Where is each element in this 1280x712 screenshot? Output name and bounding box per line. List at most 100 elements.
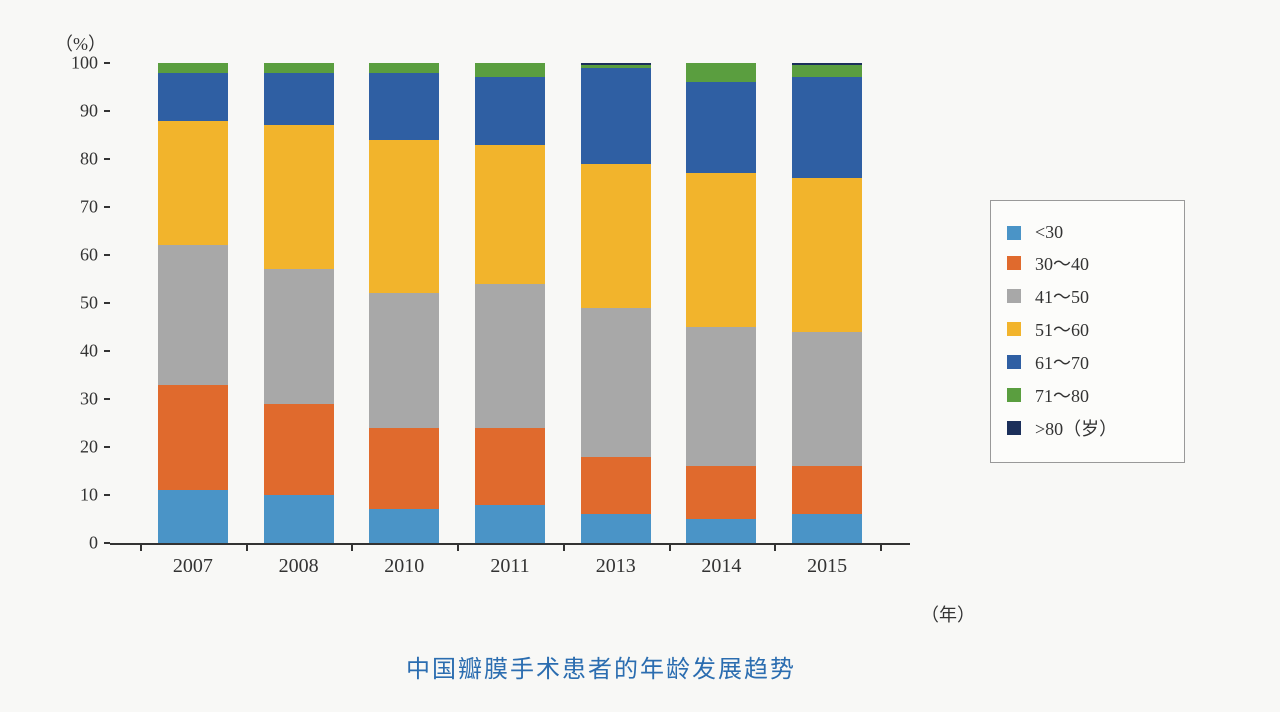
bar-segment-lt30 xyxy=(686,519,756,543)
bar-segment-41_50 xyxy=(369,293,439,427)
bar-group xyxy=(158,63,228,543)
bar-segment-71_80 xyxy=(581,65,651,67)
legend: <30 30～40 41～50 51～60 61～70 71～80 >80（岁） xyxy=(990,200,1185,463)
x-tick-label: 2007 xyxy=(173,555,213,578)
legend-label: 61～70 xyxy=(1035,349,1089,375)
chart-caption: 中国瓣膜手术患者的年龄发展趋势 xyxy=(406,649,796,684)
legend-item: 71～80 xyxy=(1007,382,1168,408)
bar-segment-lt30 xyxy=(158,490,228,543)
y-tick-mark xyxy=(104,158,110,160)
bar-segment-lt30 xyxy=(264,495,334,543)
legend-swatch xyxy=(1007,388,1021,402)
bar-group xyxy=(475,63,545,543)
bar-segment-gt80 xyxy=(792,63,862,65)
legend-label: >80（岁） xyxy=(1035,415,1117,441)
bar-segment-61_70 xyxy=(792,77,862,178)
legend-label: 51～60 xyxy=(1035,316,1089,342)
bar-segment-30_40 xyxy=(264,404,334,495)
x-tick-label: 2015 xyxy=(807,555,847,578)
bar-segment-gt80 xyxy=(581,63,651,65)
x-tick-mark xyxy=(774,543,776,551)
x-tick-mark xyxy=(351,543,353,551)
bar-segment-41_50 xyxy=(264,269,334,403)
bar-segment-lt30 xyxy=(581,514,651,543)
bar-segment-41_50 xyxy=(792,332,862,466)
bar-segment-51_60 xyxy=(475,145,545,284)
bar-segment-lt30 xyxy=(369,509,439,543)
legend-swatch xyxy=(1007,289,1021,303)
bar-segment-lt30 xyxy=(792,514,862,543)
bar-segment-30_40 xyxy=(686,466,756,519)
bar-segment-61_70 xyxy=(475,77,545,144)
y-tick-mark xyxy=(104,254,110,256)
bar-segment-71_80 xyxy=(686,63,756,82)
x-tick-label: 2014 xyxy=(701,555,741,578)
bar-segment-71_80 xyxy=(475,63,545,77)
bar-segment-71_80 xyxy=(369,63,439,73)
bar-group xyxy=(686,63,756,543)
x-tick-mark xyxy=(246,543,248,551)
x-tick-mark xyxy=(140,543,142,551)
bar-segment-41_50 xyxy=(475,284,545,428)
y-tick-mark xyxy=(104,62,110,64)
x-tick-mark xyxy=(880,543,882,551)
y-tick-mark xyxy=(104,446,110,448)
x-tick-label: 2008 xyxy=(279,555,319,578)
y-tick-mark xyxy=(104,206,110,208)
legend-item: <30 xyxy=(1007,222,1168,243)
bar-segment-61_70 xyxy=(581,68,651,164)
legend-swatch xyxy=(1007,322,1021,336)
bar-segment-lt30 xyxy=(475,505,545,543)
legend-label: <30 xyxy=(1035,222,1063,243)
bar-segment-41_50 xyxy=(686,327,756,466)
legend-swatch xyxy=(1007,421,1021,435)
bar-segment-41_50 xyxy=(158,245,228,384)
bar-segment-30_40 xyxy=(475,428,545,505)
bar-segment-30_40 xyxy=(581,457,651,515)
legend-item: >80（岁） xyxy=(1007,415,1168,441)
legend-item: 41～50 xyxy=(1007,283,1168,309)
legend-label: 30～40 xyxy=(1035,250,1089,276)
bar-group xyxy=(369,63,439,543)
y-tick-mark xyxy=(104,302,110,304)
legend-label: 41～50 xyxy=(1035,283,1089,309)
legend-swatch xyxy=(1007,226,1021,240)
x-axis-label: （年） xyxy=(921,601,975,627)
legend-item: 51～60 xyxy=(1007,316,1168,342)
bar-segment-71_80 xyxy=(158,63,228,73)
legend-label: 71～80 xyxy=(1035,382,1089,408)
legend-item: 61～70 xyxy=(1007,349,1168,375)
legend-item: 30～40 xyxy=(1007,250,1168,276)
bar-segment-61_70 xyxy=(158,73,228,121)
bar-segment-51_60 xyxy=(686,173,756,327)
x-tick-mark xyxy=(457,543,459,551)
bar-segment-61_70 xyxy=(264,73,334,126)
bar-segment-51_60 xyxy=(792,178,862,332)
bar-segment-30_40 xyxy=(792,466,862,514)
y-tick-mark xyxy=(104,350,110,352)
bar-segment-41_50 xyxy=(581,308,651,457)
bar-segment-30_40 xyxy=(158,385,228,491)
y-tick-mark xyxy=(104,542,110,544)
y-tick-mark xyxy=(104,494,110,496)
x-tick-label: 2010 xyxy=(384,555,424,578)
bar-segment-30_40 xyxy=(369,428,439,510)
bar-group xyxy=(264,63,334,543)
x-tick-label: 2013 xyxy=(596,555,636,578)
bar-segment-51_60 xyxy=(158,121,228,246)
y-tick-mark xyxy=(104,110,110,112)
y-tick-mark xyxy=(104,398,110,400)
x-tick-mark xyxy=(563,543,565,551)
legend-swatch xyxy=(1007,355,1021,369)
x-tick-mark xyxy=(669,543,671,551)
bar-segment-51_60 xyxy=(264,125,334,269)
bar-segment-71_80 xyxy=(792,65,862,77)
bar-segment-51_60 xyxy=(369,140,439,294)
x-tick-label: 2011 xyxy=(490,555,529,578)
bar-segment-71_80 xyxy=(264,63,334,73)
bar-segment-51_60 xyxy=(581,164,651,308)
bar-group xyxy=(792,63,862,543)
plot-area: 0102030405060708090100200720082010201120… xyxy=(110,65,910,545)
bar-segment-61_70 xyxy=(686,82,756,173)
legend-swatch xyxy=(1007,256,1021,270)
